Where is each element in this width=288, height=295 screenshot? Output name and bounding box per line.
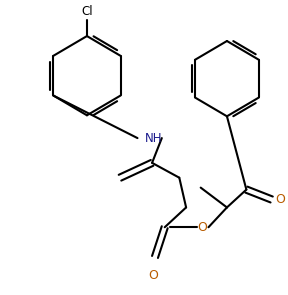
Text: NH: NH xyxy=(145,132,163,145)
Text: O: O xyxy=(148,269,158,282)
Text: O: O xyxy=(198,221,208,234)
Text: O: O xyxy=(276,193,285,206)
Text: Cl: Cl xyxy=(81,5,93,18)
